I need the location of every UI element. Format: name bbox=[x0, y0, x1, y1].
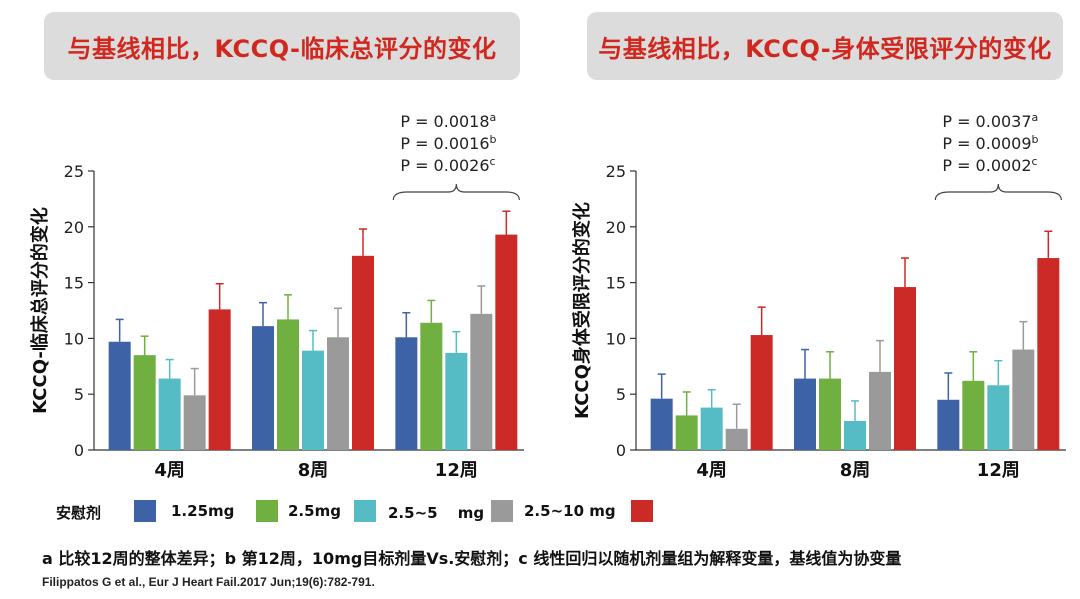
bar bbox=[819, 378, 841, 450]
bar bbox=[869, 371, 891, 450]
x-category-label: 4周 bbox=[154, 460, 185, 481]
bar bbox=[420, 322, 443, 450]
bar-chart-physical-limitation: KCCQ身体受限评分的变化 0 5 10 15 20 25 4周 8周 12周 P = 0.0037… bbox=[571, 111, 1066, 481]
bar bbox=[495, 234, 518, 450]
p-value-superscript: a bbox=[490, 111, 497, 124]
legend-swatch-2-5-5mg bbox=[491, 500, 513, 522]
p-value-label: P = 0.0002c bbox=[942, 155, 1037, 175]
p-value-text: P = 0.0026 bbox=[400, 156, 489, 175]
legend-swatch-1-25mg bbox=[256, 500, 278, 522]
bar bbox=[794, 378, 816, 450]
bar bbox=[208, 309, 231, 450]
p-value-superscript: a bbox=[1032, 111, 1039, 124]
p-value-text: P = 0.0037 bbox=[942, 112, 1031, 131]
p-value-text: P = 0.0018 bbox=[400, 112, 489, 131]
bar bbox=[894, 287, 916, 450]
p-value-label: P = 0.0016b bbox=[400, 133, 496, 153]
bar-chart-clinical-summary: KCCQ-临床总评分的变化 0 5 10 15 20 25 4周 8周 12周 P = 0.0018… bbox=[29, 111, 524, 481]
p-value-label: P = 0.0009b bbox=[942, 133, 1038, 153]
p-value-label: P = 0.0026c bbox=[400, 155, 495, 175]
y-tick-label: 5 bbox=[74, 385, 84, 404]
chart-title-right: 与基线相比，KCCQ-身体受限评分的变化 bbox=[587, 12, 1063, 80]
y-tick-label: 25 bbox=[606, 162, 626, 181]
bar bbox=[133, 355, 156, 450]
legend: 安慰剂 1.25mg 2.5mg 2.5~5 mg 2.5~10 mg bbox=[56, 498, 1066, 526]
y-tick-label: 15 bbox=[64, 274, 84, 293]
bar bbox=[327, 337, 349, 450]
bar bbox=[470, 313, 493, 450]
p-value-label: P = 0.0018a bbox=[400, 111, 496, 131]
y-axis-title: KCCQ-临床总评分的变化 bbox=[29, 207, 51, 414]
y-axis-title: KCCQ身体受限评分的变化 bbox=[571, 202, 593, 419]
bar bbox=[725, 428, 748, 450]
bar bbox=[183, 395, 206, 450]
bar bbox=[108, 341, 131, 450]
citation: Filippatos G et al., Eur J Heart Fail.20… bbox=[42, 575, 375, 589]
p-value-text: P = 0.0002 bbox=[942, 156, 1031, 175]
bar bbox=[962, 380, 985, 450]
bar bbox=[445, 352, 468, 450]
legend-swatch-placebo bbox=[134, 500, 156, 522]
bar bbox=[1037, 258, 1060, 450]
legend-label-2-5-10mg: 2.5~10 mg bbox=[524, 502, 616, 520]
x-category-label: 12周 bbox=[977, 460, 1020, 481]
p-value-label: P = 0.0037a bbox=[942, 111, 1038, 131]
p-value-superscript: b bbox=[1032, 133, 1039, 146]
p-value-text: P = 0.0016 bbox=[400, 134, 489, 153]
bar bbox=[277, 319, 299, 450]
legend-label-1-25mg: 1.25mg bbox=[171, 502, 235, 520]
legend-swatch-2-5mg bbox=[354, 500, 376, 522]
bar bbox=[700, 407, 723, 450]
bar bbox=[844, 420, 866, 450]
bar bbox=[650, 398, 673, 450]
chart-title-left: 与基线相比，KCCQ-临床总评分的变化 bbox=[44, 12, 520, 80]
legend-swatch-2-5-10mg bbox=[631, 500, 653, 522]
legend-label-2-5-5mg: 2.5~5 mg bbox=[388, 504, 485, 522]
bar bbox=[1012, 349, 1035, 450]
y-tick-label: 5 bbox=[616, 385, 626, 404]
y-tick-label: 10 bbox=[64, 329, 84, 348]
significance-bracket bbox=[934, 183, 1062, 201]
y-tick-label: 0 bbox=[74, 441, 84, 460]
x-category-label: 4周 bbox=[696, 460, 727, 481]
y-tick-label: 15 bbox=[606, 274, 626, 293]
bar bbox=[395, 337, 418, 450]
bar bbox=[352, 255, 374, 450]
bar bbox=[937, 399, 960, 450]
p-value-superscript: c bbox=[1032, 155, 1038, 168]
y-tick-label: 20 bbox=[64, 218, 84, 237]
bar bbox=[252, 326, 274, 450]
p-value-superscript: c bbox=[490, 155, 496, 168]
x-category-label: 8周 bbox=[298, 460, 329, 481]
bar bbox=[158, 378, 181, 450]
y-tick-label: 10 bbox=[606, 329, 626, 348]
footnote: a 比较12周的整体差异；b 第12周，10mg目标剂量Vs.安慰剂；c 线性回… bbox=[42, 549, 902, 568]
legend-label-placebo: 安慰剂 bbox=[56, 504, 102, 522]
bar bbox=[987, 385, 1010, 450]
bar bbox=[675, 415, 698, 450]
bar bbox=[302, 350, 324, 450]
y-tick-label: 20 bbox=[606, 218, 626, 237]
legend-label-2-5mg: 2.5mg bbox=[288, 502, 341, 520]
p-value-text: P = 0.0009 bbox=[942, 134, 1031, 153]
y-tick-label: 25 bbox=[64, 162, 84, 181]
bar bbox=[750, 335, 773, 450]
p-value-superscript: b bbox=[490, 133, 497, 146]
y-tick-label: 0 bbox=[616, 441, 626, 460]
x-category-label: 12周 bbox=[435, 460, 478, 481]
x-category-label: 8周 bbox=[840, 460, 871, 481]
significance-bracket bbox=[392, 183, 520, 201]
